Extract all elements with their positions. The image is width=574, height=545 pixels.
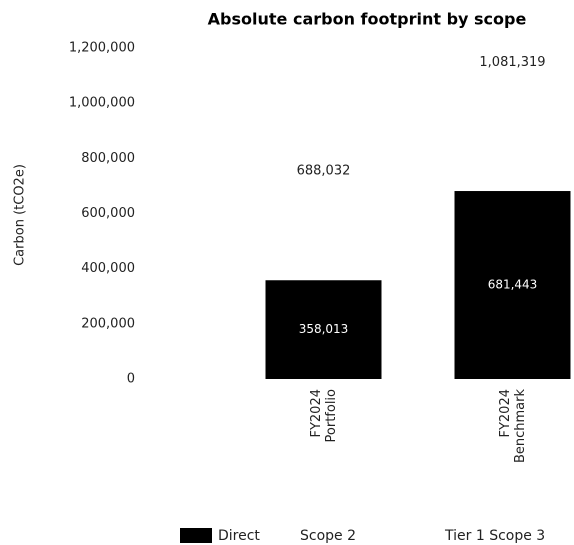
y-tick-label: 200,000 [81,316,135,331]
y-axis-label: Carbon (tCO2e) [13,164,28,266]
legend-swatch [445,528,477,543]
value-label: 681,443 [488,278,538,292]
total-label: 688,032 [297,164,351,179]
y-tick-label: 600,000 [81,206,135,221]
legend-swatch [300,528,332,543]
x-tick-label: FY2024Portfolio [309,389,339,443]
bar-segment [265,280,382,379]
y-tick-label: 0 [127,372,135,387]
legend-label: Tier 1 Scope 3 [444,528,545,544]
legend-label: Direct [218,528,260,544]
y-tick-label: 1,200,000 [69,41,135,56]
y-tick-label: 800,000 [81,151,135,166]
x-tick-label: FY2024Benchmark [498,389,528,464]
legend-swatch [180,528,212,543]
value-label: 358,013 [299,322,349,336]
y-tick-label: 1,000,000 [69,96,135,111]
legend-label: Scope 2 [300,528,356,544]
chart-title: Absolute carbon footprint by scope [208,10,527,29]
total-label: 1,081,319 [479,55,545,70]
bar-segment [454,191,571,379]
y-tick-label: 400,000 [81,261,135,276]
